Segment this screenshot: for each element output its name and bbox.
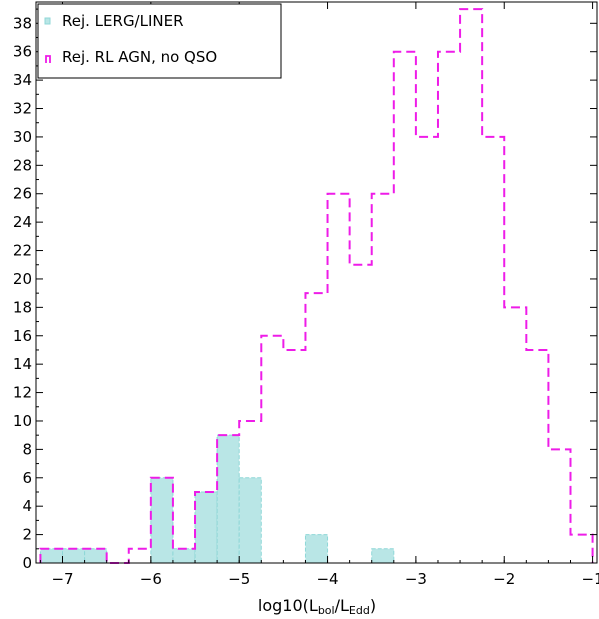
y-tick-label: 18	[13, 298, 32, 316]
y-tick-label: 34	[13, 71, 32, 89]
y-tick-label: 26	[13, 185, 32, 203]
y-tick-label: 32	[13, 100, 32, 118]
y-tick-label: 12	[13, 384, 32, 402]
bar-lerg-liner	[216, 434, 240, 564]
x-tick-label: −7	[51, 570, 73, 588]
y-tick-label: 0	[22, 554, 32, 572]
legend-swatch-rl-agn	[45, 55, 51, 63]
y-tick-label: 36	[13, 43, 32, 61]
y-tick-label: 24	[13, 213, 32, 231]
y-tick-label: 8	[22, 440, 32, 458]
y-tick-label: 4	[22, 497, 32, 515]
bar-lerg-liner	[172, 548, 196, 564]
bar-lerg-liner	[84, 548, 108, 564]
legend-entry-lerg-liner: Rej. LERG/LINER	[44, 12, 184, 30]
legend-swatch-lerg-liner	[44, 17, 51, 25]
y-tick-label: 16	[13, 327, 32, 345]
y-tick-label: 22	[13, 242, 32, 260]
y-tick-label: 30	[13, 128, 32, 146]
series-rl-agn-no-qso-step	[39, 8, 594, 564]
x-tick-label: −2	[493, 570, 515, 588]
x-tick-label: −3	[405, 570, 427, 588]
x-tick-label: −6	[140, 570, 162, 588]
y-tick-label: 2	[22, 526, 32, 544]
bar-lerg-liner	[194, 491, 218, 564]
bar-lerg-liner	[371, 548, 395, 564]
y-tick-label: 10	[13, 412, 32, 430]
bar-lerg-liner	[62, 548, 86, 564]
x-tick-label: −4	[316, 570, 338, 588]
bar-lerg-liner	[304, 534, 329, 564]
bar-lerg-liner	[150, 477, 174, 564]
x-tick-label: −1	[582, 570, 599, 588]
legend-box	[37, 3, 282, 79]
legend-entry-rl-agn: Rej. RL AGN, no QSO	[45, 48, 217, 66]
x-tick-label: −5	[228, 570, 250, 588]
bar-lerg-liner	[39, 548, 64, 564]
x-axis-title: log10(Lbol/LEdd)	[258, 596, 376, 617]
legend: Rej. LERG/LINER Rej. RL AGN, no QSO	[37, 3, 282, 79]
y-tick-label: 38	[13, 14, 32, 32]
legend-label-lerg-liner: Rej. LERG/LINER	[62, 12, 184, 30]
y-tick-label: 14	[13, 355, 32, 373]
plot-frame	[35, 1, 598, 564]
y-tick-label: 28	[13, 156, 32, 174]
bar-lerg-liner	[238, 477, 262, 564]
y-tick-label: 6	[22, 469, 32, 487]
axis-ticks	[36, 2, 597, 564]
y-tick-label: 20	[13, 270, 32, 288]
legend-label-rl-agn: Rej. RL AGN, no QSO	[62, 48, 217, 66]
x-tick-labels: −7 −6 −5 −4 −3 −2 −1	[51, 570, 599, 588]
